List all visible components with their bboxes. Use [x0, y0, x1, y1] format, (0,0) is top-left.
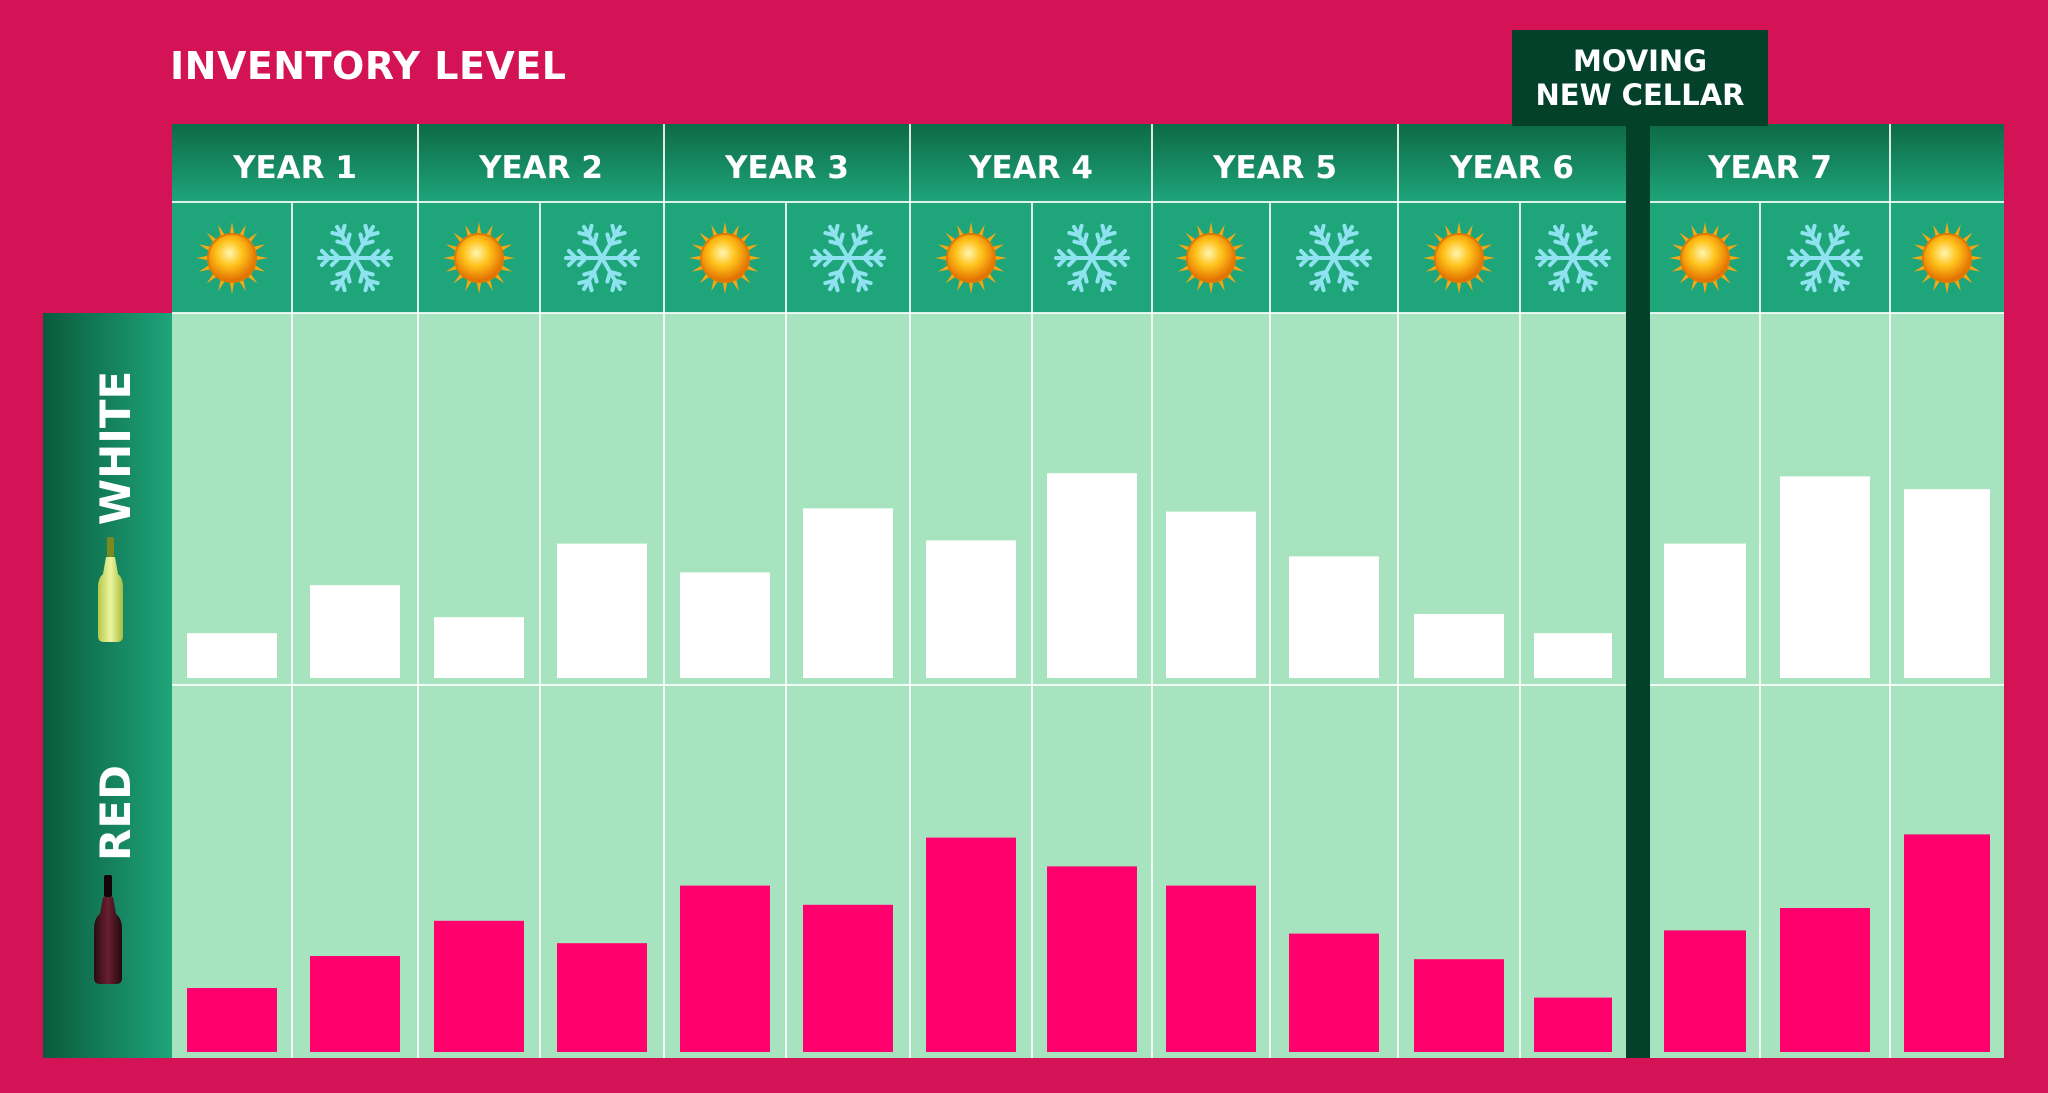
white-bar — [1289, 556, 1379, 678]
red-bar — [1664, 930, 1746, 1052]
sun-icon — [1423, 222, 1495, 294]
white-bar — [926, 540, 1016, 678]
sun-icon — [1175, 222, 1247, 294]
red-bar — [680, 885, 770, 1052]
red-bar — [1534, 997, 1612, 1052]
white-bar — [557, 543, 647, 678]
year-labels: YEAR 1 YEAR 2 YEAR 3 YEAR 4 YEAR 5 YEAR 6 YEAR… — [232, 150, 1832, 186]
grid-lines — [172, 124, 2004, 1058]
sun-icon — [196, 222, 268, 294]
snowflake-icon — [1787, 223, 1863, 293]
red-bar — [310, 956, 400, 1052]
snowflake-icon — [810, 223, 886, 293]
white-bar — [1414, 614, 1504, 678]
white-bottle-icon — [98, 537, 123, 642]
moving-label-line2: NEW CELLAR — [1535, 78, 1745, 112]
white-bar — [1780, 476, 1870, 678]
red-label: RED — [91, 765, 140, 861]
red-bar — [1166, 885, 1256, 1052]
red-bar — [803, 904, 893, 1052]
white-bar — [803, 508, 893, 678]
snowflake-icon — [1054, 223, 1130, 293]
sun-icon — [935, 222, 1007, 294]
red-bar — [1904, 834, 1990, 1052]
white-bar — [1664, 543, 1746, 678]
red-bar — [1414, 959, 1504, 1052]
sun-icon — [1669, 222, 1741, 294]
red-bar — [1780, 908, 1870, 1052]
white-bar — [1166, 511, 1256, 678]
year-label: YEAR 2 — [478, 150, 603, 186]
red-row-label: RED — [91, 765, 140, 984]
sun-icon — [443, 222, 515, 294]
snowflake-icon — [1535, 223, 1611, 293]
chart-title: INVENTORY LEVEL — [170, 44, 567, 88]
year-label: YEAR 1 — [232, 150, 357, 186]
white-row-label: WHITE — [91, 371, 140, 642]
red-bottle-icon — [94, 875, 122, 984]
red-bar — [557, 943, 647, 1052]
year-label: YEAR 4 — [968, 150, 1093, 186]
year-label: YEAR 5 — [1212, 150, 1337, 186]
red-series — [187, 834, 1990, 1052]
sun-icon — [1911, 222, 1983, 294]
year-label: YEAR 7 — [1707, 150, 1832, 186]
white-series — [187, 473, 1990, 678]
snowflake-icon — [317, 223, 393, 293]
white-bar — [1534, 633, 1612, 678]
red-bar — [1289, 933, 1379, 1052]
white-bar — [434, 617, 524, 678]
red-bar — [1047, 866, 1137, 1052]
year-label: YEAR 3 — [724, 150, 849, 186]
snowflake-icon — [564, 223, 640, 293]
red-bar — [434, 920, 524, 1052]
sun-icon — [689, 222, 761, 294]
white-bar — [187, 633, 277, 678]
moving-divider — [1626, 124, 1650, 1058]
red-bar — [187, 988, 277, 1052]
year-label: YEAR 6 — [1449, 150, 1574, 186]
white-label: WHITE — [91, 371, 140, 525]
white-bar — [1904, 489, 1990, 678]
season-icons — [196, 222, 1983, 294]
year-header-band — [172, 124, 2004, 202]
snowflake-icon — [1296, 223, 1372, 293]
moving-new-cellar-label: MOVING NEW CELLAR — [1512, 30, 1768, 126]
moving-label-line1: MOVING — [1572, 44, 1708, 78]
white-bar — [1047, 473, 1137, 678]
white-bar — [310, 585, 400, 678]
white-bar — [680, 572, 770, 678]
red-bar — [926, 837, 1016, 1052]
